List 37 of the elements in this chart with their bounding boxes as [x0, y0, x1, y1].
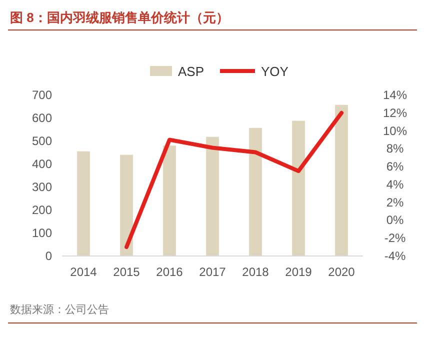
x-tick-label: 2016 [156, 265, 184, 279]
x-tick-label: 2017 [199, 265, 226, 279]
y-tick-label: 300 [32, 180, 52, 194]
y2-tick-label: -4% [384, 249, 406, 263]
y-tick-label: 700 [32, 88, 52, 102]
y2-tick-label: 0% [386, 213, 404, 228]
bar [249, 128, 262, 256]
y2-tick-label: 10% [382, 124, 408, 138]
x-tick-label: 2020 [328, 265, 356, 279]
y-tick-label: 100 [32, 226, 52, 240]
y-tick-label: 500 [32, 134, 52, 148]
legend-label: YOY [261, 64, 289, 79]
x-tick-label: 2014 [70, 265, 98, 279]
x-tick-label: 2019 [285, 265, 312, 279]
y2-tick-label: 14% [382, 88, 408, 102]
y2-tick-label: -2% [384, 231, 406, 246]
y-tick-label: 200 [32, 203, 52, 217]
x-tick-label: 2018 [242, 265, 270, 279]
y2-tick-label: 12% [382, 106, 408, 120]
x-tick-label: 2015 [113, 265, 140, 279]
y2-tick-label: 4% [386, 177, 404, 192]
y-tick-label: 0 [45, 249, 52, 263]
chart-title: 图 8：国内羽绒服销售单价统计（元） [10, 10, 229, 25]
y-tick-label: 400 [32, 157, 52, 171]
source-note: 数据来源：公司公告 [10, 303, 109, 316]
bar [163, 146, 176, 256]
bar [335, 104, 348, 256]
bar [120, 154, 133, 256]
bar [206, 136, 219, 256]
y2-tick-label: 2% [386, 195, 404, 210]
legend-label: ASP [178, 64, 204, 79]
bar [77, 151, 90, 256]
y2-tick-label: 8% [386, 142, 404, 156]
y-tick-label: 600 [32, 111, 52, 125]
y2-tick-label: 6% [386, 160, 404, 174]
line-series [124, 110, 344, 250]
bar [292, 120, 305, 256]
